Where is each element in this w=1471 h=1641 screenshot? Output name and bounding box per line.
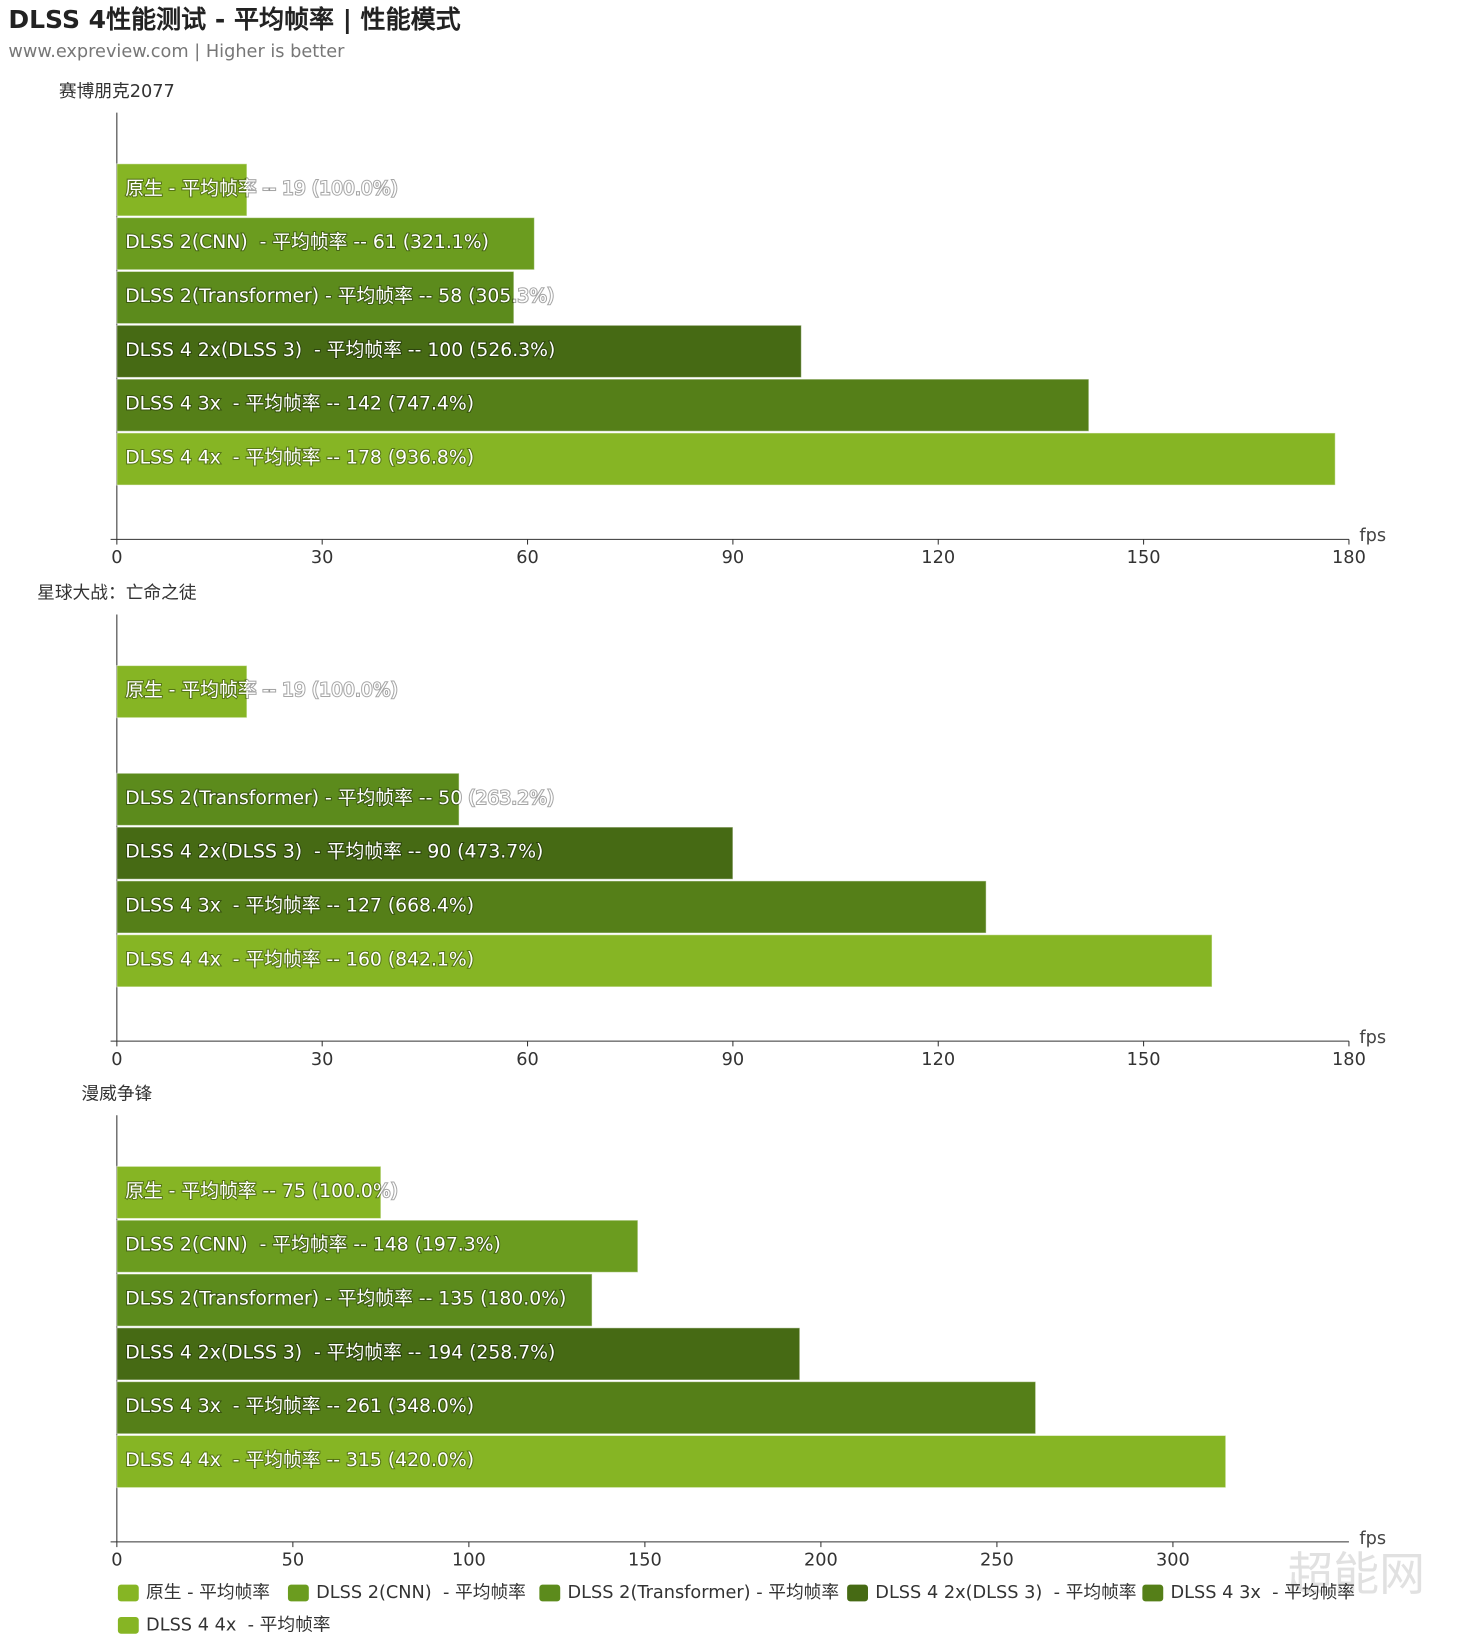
legend-label: DLSS 2(Transformer) - 平均帧率 <box>568 1582 840 1603</box>
x-axis-label: fps <box>1359 526 1386 546</box>
bar-label: 原生 - 平均帧率 -- 19 (100.0%) <box>125 177 398 199</box>
x-tick-label: 200 <box>804 1551 838 1571</box>
x-tick-label: 90 <box>722 1050 745 1070</box>
x-axis-label: fps <box>1359 1028 1386 1048</box>
bar <box>116 880 987 934</box>
x-tick-label: 0 <box>111 1050 122 1070</box>
x-tick-label: 60 <box>516 1050 539 1070</box>
bar <box>116 1381 1037 1435</box>
x-tick-label: 180 <box>1332 548 1366 568</box>
chart-title: 漫威争锋 <box>81 1083 152 1104</box>
bar-label: DLSS 4 3x - 平均帧率 -- 127 (668.4%) <box>125 894 474 916</box>
x-tick-label: 100 <box>452 1551 486 1571</box>
bar-label: DLSS 2(CNN) - 平均帧率 -- 61 (321.1%) <box>125 231 489 253</box>
bar-label: DLSS 4 4x - 平均帧率 -- 315 (420.0%) <box>125 1449 474 1471</box>
bar <box>116 1327 801 1381</box>
bar-label: DLSS 2(CNN) - 平均帧率 -- 148 (197.3%) <box>125 1234 501 1256</box>
bar-label: DLSS 4 2x(DLSS 3) - 平均帧率 -- 90 (473.7%) <box>125 841 543 863</box>
bar <box>116 1273 593 1327</box>
x-tick-label: 50 <box>282 1551 305 1571</box>
x-tick-label: 30 <box>311 548 334 568</box>
x-tick-label: 90 <box>722 548 745 568</box>
bar <box>116 163 248 217</box>
legend-swatch <box>117 1584 139 1602</box>
bar <box>116 934 1213 988</box>
bar-label: DLSS 4 4x - 平均帧率 -- 160 (842.1%) <box>125 948 474 970</box>
x-tick-label: 300 <box>1156 1551 1190 1571</box>
legend-label: DLSS 2(CNN) - 平均帧率 <box>316 1582 526 1603</box>
bar-label: DLSS 4 2x(DLSS 3) - 平均帧率 -- 194 (258.7%) <box>125 1341 555 1363</box>
bar <box>116 432 1336 486</box>
bar-label: 原生 - 平均帧率 -- 19 (100.0%) <box>125 679 398 701</box>
watermark: 超能网 <box>1287 1547 1425 1601</box>
chart-title: 赛博朋克2077 <box>59 81 175 102</box>
bar <box>116 772 460 826</box>
page-title: DLSS 4性能测试 - 平均帧率 | 性能模式 <box>8 5 460 34</box>
legend-label: 原生 - 平均帧率 <box>146 1582 270 1603</box>
x-tick-label: 120 <box>921 548 955 568</box>
bar-label: DLSS 4 4x - 平均帧率 -- 178 (936.8%) <box>125 446 474 468</box>
x-tick-label: 180 <box>1332 1050 1366 1070</box>
legend-swatch <box>1142 1584 1164 1602</box>
x-tick-label: 0 <box>111 548 122 568</box>
bar-label: 原生 - 平均帧率 -- 75 (100.0%) <box>125 1180 398 1202</box>
legend-label: DLSS 4 2x(DLSS 3) - 平均帧率 <box>875 1582 1136 1603</box>
x-tick-label: 250 <box>980 1551 1014 1571</box>
bar <box>116 217 535 271</box>
x-tick-label: 150 <box>1127 1050 1161 1070</box>
bar <box>116 1434 1227 1489</box>
bar <box>116 324 802 378</box>
bar-label: DLSS 2(Transformer) - 平均帧率 -- 135 (180.0… <box>125 1288 566 1310</box>
x-tick-label: 60 <box>516 548 539 568</box>
bar-label: DLSS 2(Transformer) - 平均帧率 -- 50 (263.2%… <box>125 787 554 809</box>
bar <box>116 1219 639 1273</box>
bar-label: DLSS 4 2x(DLSS 3) - 平均帧率 -- 100 (526.3%) <box>125 339 555 361</box>
bar-label: DLSS 4 3x - 平均帧率 -- 142 (747.4%) <box>125 393 474 415</box>
legend-swatch <box>117 1617 139 1634</box>
x-tick-label: 0 <box>111 1551 122 1571</box>
legend-label: DLSS 4 4x - 平均帧率 <box>146 1614 330 1635</box>
page-subtitle: www.expreview.com | Higher is better <box>8 42 345 62</box>
x-axis-label: fps <box>1359 1529 1386 1549</box>
bar <box>116 1165 382 1220</box>
x-tick-label: 30 <box>311 1050 334 1070</box>
x-tick-label: 150 <box>1127 548 1161 568</box>
legend-swatch <box>539 1584 561 1602</box>
chart-title: 星球大战：亡命之徒 <box>37 583 197 604</box>
x-tick-label: 120 <box>921 1050 955 1070</box>
bar <box>116 665 248 719</box>
legend-swatch <box>287 1584 309 1602</box>
bar-label: DLSS 4 3x - 平均帧率 -- 261 (348.0%) <box>125 1395 474 1417</box>
x-tick-label: 150 <box>628 1551 662 1571</box>
bar-label: DLSS 2(Transformer) - 平均帧率 -- 58 (305.3%… <box>125 285 554 307</box>
legend-swatch <box>847 1584 868 1602</box>
bar <box>116 826 734 880</box>
bar <box>116 378 1090 432</box>
bar <box>116 270 515 325</box>
legend-label: DLSS 4 3x - 平均帧率 <box>1171 1582 1355 1603</box>
